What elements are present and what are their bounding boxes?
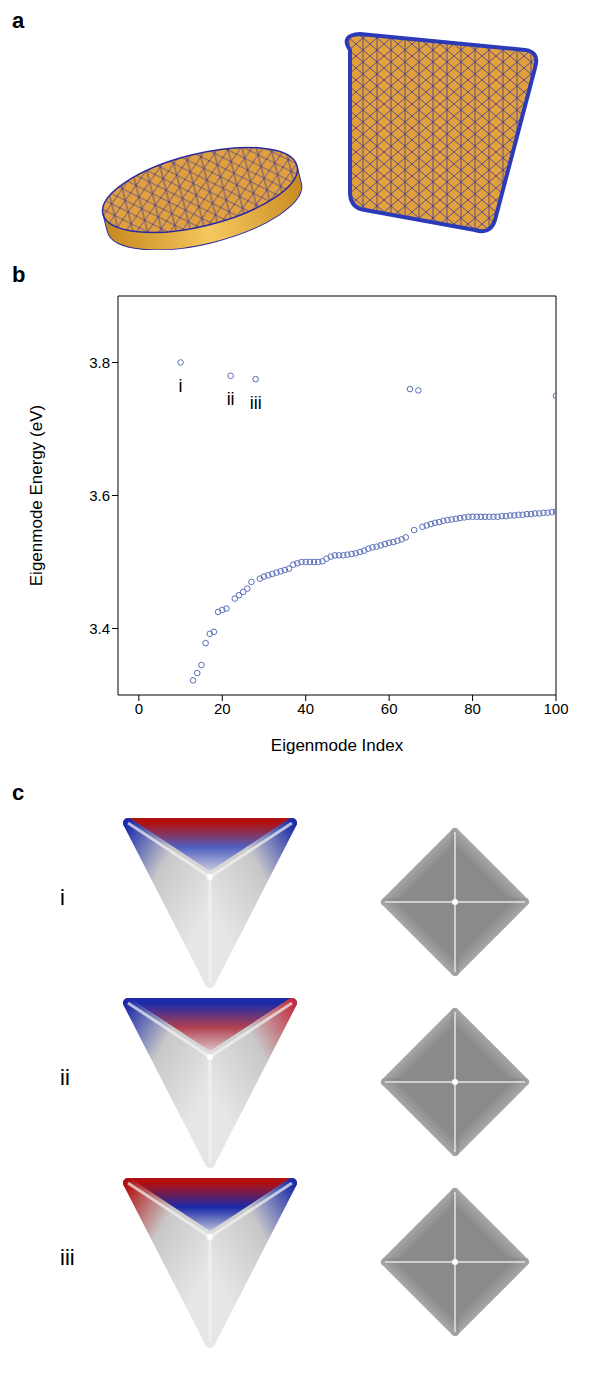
svg-text:80: 80: [464, 700, 481, 717]
svg-text:Eigenmode Energy (eV): Eigenmode Energy (eV): [27, 405, 46, 586]
svg-text:60: 60: [381, 700, 398, 717]
svg-text:100: 100: [543, 700, 568, 717]
html-text:c: c: [12, 780, 25, 805]
svg-text:Eigenmode Index: Eigenmode Index: [271, 736, 404, 755]
svg-text:20: 20: [214, 700, 231, 717]
svg-text:3.6: 3.6: [89, 487, 110, 504]
svg-text:40: 40: [297, 700, 314, 717]
svg-text:iii: iii: [250, 393, 262, 413]
html-text:a: a: [12, 8, 25, 33]
svg-text:0: 0: [135, 700, 143, 717]
svg-text:ii: ii: [227, 389, 235, 409]
svg-text:3.8: 3.8: [89, 354, 110, 371]
html-text:b: b: [12, 262, 26, 287]
html-text:i: i: [60, 885, 65, 910]
html-text:ii: ii: [60, 1065, 70, 1090]
html-text:iii: iii: [60, 1245, 75, 1270]
svg-text:3.4: 3.4: [89, 620, 110, 637]
svg-text:i: i: [179, 376, 183, 396]
